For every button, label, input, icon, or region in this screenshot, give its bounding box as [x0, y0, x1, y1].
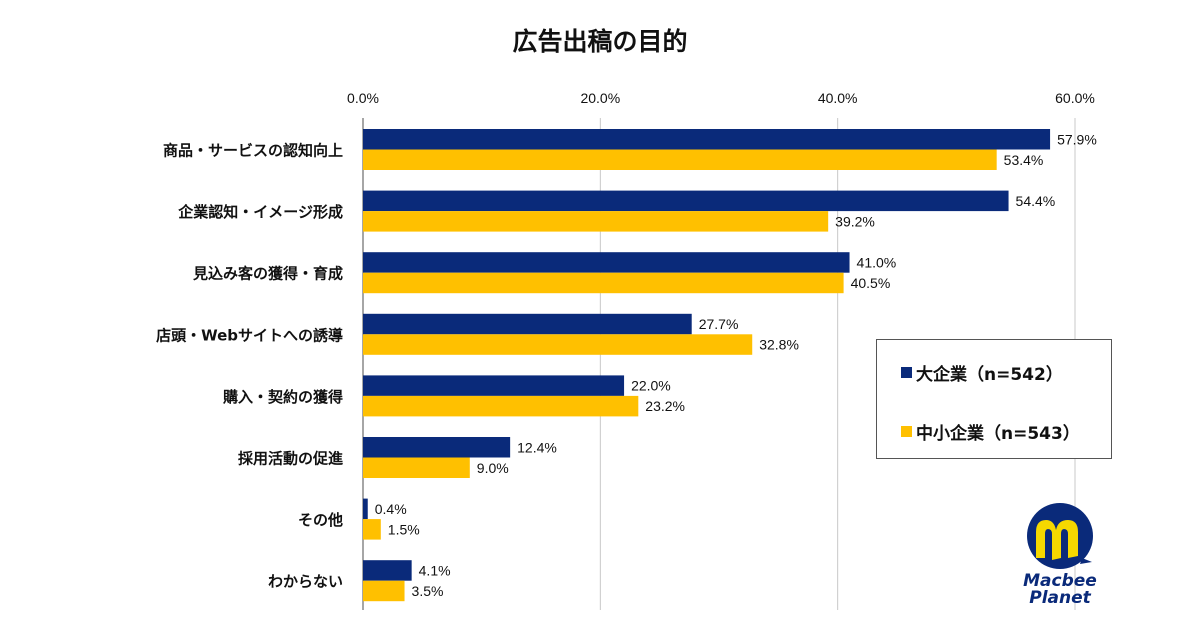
category-label: その他	[298, 511, 343, 529]
category-labels: 商品・サービスの認知向上企業認知・イメージ形成見込み客の獲得・育成店頭・Webサ…	[156, 142, 344, 591]
bar-small-company	[363, 334, 753, 355]
value-label: 39.2%	[835, 213, 875, 229]
x-tick-label: 20.0%	[580, 90, 620, 106]
bars	[363, 129, 1051, 602]
value-label: 57.9%	[1057, 131, 1097, 147]
value-label: 53.4%	[1004, 152, 1044, 168]
value-label: 22.0%	[631, 378, 671, 394]
legend-label-large: 大企業（n=542）	[916, 365, 1063, 385]
value-label: 54.4%	[1016, 193, 1056, 209]
value-label: 0.4%	[375, 501, 407, 517]
category-label: 企業認知・イメージ形成	[177, 203, 343, 221]
bar-large-company	[363, 129, 1051, 150]
bar-large-company	[363, 375, 625, 396]
chart-title: 広告出稿の目的	[512, 27, 688, 56]
value-label: 27.7%	[699, 316, 739, 332]
category-label: 採用活動の促進	[238, 450, 344, 468]
bar-small-company	[363, 457, 470, 478]
value-label: 3.5%	[412, 583, 444, 599]
x-axis-ticks: 0.0% 20.0% 40.0% 60.0%	[347, 90, 1095, 106]
logo-m-mark	[1036, 520, 1078, 560]
legend-label-small: 中小企業（n=543）	[916, 424, 1080, 444]
bar-large-company	[363, 498, 368, 520]
logo-tail	[1080, 558, 1092, 564]
value-labels: 57.9% 53.4% 54.4% 39.2% 41.0% 40.5% 27.7% 32.8%…	[375, 131, 1097, 599]
bar-small-company	[363, 395, 639, 417]
value-label: 1.5%	[388, 521, 420, 537]
logo-text-planet: Planet	[1029, 588, 1091, 605]
x-tick-label: 40.0%	[818, 90, 858, 106]
macbee-planet-logo: Macbee Planet	[1023, 503, 1097, 605]
bar-small-company	[363, 149, 997, 170]
bar-small-company	[363, 211, 829, 232]
value-label: 23.2%	[645, 398, 685, 414]
legend-swatch-small	[901, 426, 912, 437]
bar-small-company	[363, 272, 844, 294]
legend: 大企業（n=542） 中小企業（n=543）	[876, 339, 1112, 459]
category-label: 商品・サービスの認知向上	[163, 142, 343, 160]
legend-item-large: 大企業（n=542）	[901, 360, 1063, 385]
bar-large-company	[363, 190, 1009, 212]
value-label: 41.0%	[857, 254, 897, 270]
bar-large-company	[363, 560, 412, 581]
logo-text-macbee: Macbee	[1023, 571, 1097, 591]
category-label: 見込み客の獲得・育成	[192, 265, 343, 283]
value-label: 32.8%	[759, 337, 799, 353]
category-label: 店頭・Webサイトへの誘導	[156, 326, 343, 344]
bar-small-company	[363, 580, 405, 602]
category-label: わからない	[268, 573, 343, 591]
value-label: 9.0%	[477, 460, 509, 476]
bar-large-company	[363, 437, 511, 458]
legend-swatch-large	[901, 367, 912, 378]
value-label: 12.4%	[517, 439, 557, 455]
bar-large-company	[363, 252, 850, 273]
value-label: 40.5%	[851, 275, 891, 291]
value-label: 4.1%	[419, 562, 451, 578]
legend-item-small: 中小企業（n=543）	[901, 419, 1080, 444]
category-label: 購入・契約の獲得	[222, 388, 343, 406]
x-tick-label: 0.0%	[347, 90, 379, 106]
bar-large-company	[363, 313, 692, 335]
bar-small-company	[363, 519, 381, 540]
x-tick-label: 60.0%	[1055, 90, 1095, 106]
